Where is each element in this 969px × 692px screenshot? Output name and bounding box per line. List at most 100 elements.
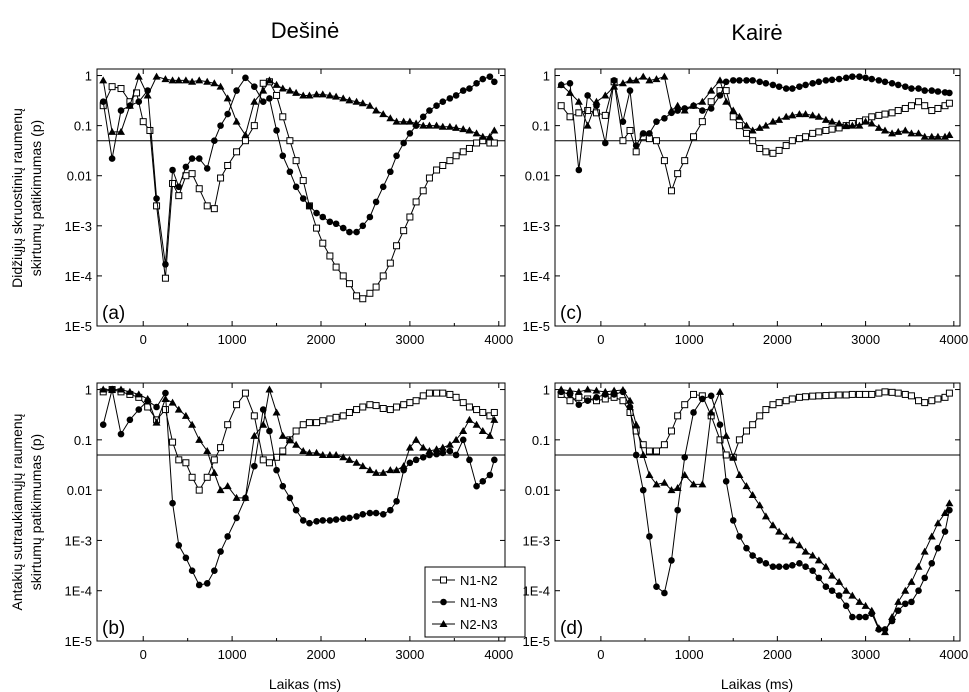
y-axis-title-top-line2: skirtumų patikimumas (p) <box>28 120 44 276</box>
data-point-n1-n2 <box>345 408 353 416</box>
data-point-n2-n3 <box>652 75 661 83</box>
data-point-n1-n3 <box>372 198 380 206</box>
data-point-n1-n3 <box>251 83 258 90</box>
x-tick-label: 1000 <box>218 647 247 662</box>
data-point-n1-n2 <box>210 205 218 213</box>
series-n2-n3 <box>557 385 954 636</box>
data-point-n1-n2 <box>372 283 380 291</box>
data-point-n2-n3 <box>933 132 942 140</box>
data-point-n1-n3 <box>135 406 143 413</box>
data-point-n2-n3 <box>305 448 314 456</box>
data-point-n1-n2 <box>292 427 300 435</box>
legend-label-n1-n3: N1-N3 <box>460 595 498 610</box>
panel-b: 0 1000 2000 3000 4000 1 0.1 0.01 1E-3 1E-4 1E-5 (b)… <box>65 382 526 662</box>
data-point-n2-n3 <box>814 556 823 564</box>
data-point-n1-n2 <box>273 91 281 99</box>
data-point-n2-n3 <box>490 126 499 134</box>
data-point-n1-n3 <box>809 567 816 574</box>
series-n1-n2 <box>99 78 498 303</box>
series-n2-n3 <box>557 72 954 140</box>
y-tick-label: 1 <box>85 383 92 398</box>
data-point-n1-n3 <box>313 518 320 525</box>
data-point-n1-n2 <box>690 390 698 398</box>
data-point-n1-n3 <box>716 92 724 99</box>
data-point-n1-n2 <box>188 170 196 178</box>
data-point-n1-n3 <box>668 557 675 564</box>
data-point-n2-n3 <box>117 385 125 393</box>
data-point-n2-n3 <box>459 426 468 434</box>
data-point-n1-n3 <box>242 74 249 82</box>
data-point-n2-n3 <box>472 420 481 428</box>
data-point-n2-n3 <box>432 121 441 129</box>
data-point-n1-n2 <box>862 390 870 398</box>
y-tick-label: 0.1 <box>532 119 550 134</box>
data-point-n2-n3 <box>161 75 170 83</box>
data-point-n1-n3 <box>699 107 706 114</box>
data-point-n2-n3 <box>445 122 454 130</box>
data-point-n1-n2 <box>490 139 498 147</box>
data-point-n1-n2 <box>379 272 387 280</box>
data-point-n2-n3 <box>933 519 942 527</box>
y-tick-label: 1E-4 <box>65 269 92 284</box>
y-tick-label: 1E-4 <box>523 269 550 284</box>
data-point-n1-n2 <box>332 413 340 421</box>
data-point-n2-n3 <box>722 431 731 439</box>
data-point-n1-n2 <box>822 126 830 134</box>
data-point-n1-n3 <box>835 592 843 599</box>
data-point-n1-n2 <box>888 109 896 117</box>
data-point-n1-n2 <box>901 104 909 112</box>
data-point-n1-n3 <box>491 456 498 464</box>
data-point-n1-n2 <box>619 397 627 405</box>
data-point-n1-n3 <box>782 563 790 571</box>
data-point-n1-n2 <box>674 412 682 420</box>
data-point-n1-n2 <box>146 126 154 134</box>
data-point-n1-n3 <box>632 451 640 459</box>
data-point-n1-n3 <box>195 155 203 162</box>
data-point-n1-n2 <box>406 213 414 221</box>
y-tick-label: 0.01 <box>67 169 92 184</box>
y-tick-label: 1E-4 <box>65 584 92 599</box>
data-point-n1-n3 <box>690 409 697 416</box>
data-point-n1-n2 <box>667 187 675 195</box>
data-point-n2-n3 <box>405 117 414 125</box>
data-point-n2-n3 <box>735 470 744 478</box>
data-point-n2-n3 <box>716 387 724 395</box>
data-point-n1-n2 <box>203 202 211 210</box>
data-point-n2-n3 <box>365 466 374 474</box>
data-point-n1-n2 <box>742 129 750 137</box>
data-point-n1-n2 <box>195 486 203 494</box>
y-axis-title-top-line1: Didžiųjų skruostinių raumenų <box>9 108 25 288</box>
data-point-n1-n2 <box>690 133 698 141</box>
data-point-n1-n2 <box>557 102 565 110</box>
data-point-n1-n3 <box>419 113 427 121</box>
data-point-n2-n3 <box>438 122 447 130</box>
data-point-n2-n3 <box>332 92 341 100</box>
y-tick-label: 0.01 <box>525 483 550 498</box>
series-n1-n2 <box>557 388 953 461</box>
data-point-n1-n3 <box>934 544 942 552</box>
data-point-n1-n3 <box>901 600 909 608</box>
data-point-n1-n3 <box>459 436 467 444</box>
data-point-n1-n2 <box>259 79 267 87</box>
data-point-n2-n3 <box>722 97 731 105</box>
data-point-n2-n3 <box>265 385 274 393</box>
data-point-n1-n3 <box>332 220 340 228</box>
data-point-n2-n3 <box>232 117 241 125</box>
data-point-n2-n3 <box>345 455 354 463</box>
data-point-n1-n3 <box>661 115 668 122</box>
data-point-n1-n3 <box>126 416 134 424</box>
data-point-n1-n2 <box>945 99 953 107</box>
data-point-n1-n2 <box>241 389 249 397</box>
data-point-n2-n3 <box>399 462 408 470</box>
data-point-n2-n3 <box>755 123 764 131</box>
data-point-n1-n3 <box>266 427 273 435</box>
data-point-n1-n2 <box>632 148 640 156</box>
data-point-n2-n3 <box>914 562 923 570</box>
data-point-n1-n3 <box>729 517 737 524</box>
data-point-n1-n2 <box>433 166 441 174</box>
data-point-n1-n3 <box>946 506 953 514</box>
data-point-n1-n2 <box>217 174 225 182</box>
data-point-n1-n3 <box>353 513 360 520</box>
data-point-n2-n3 <box>250 97 259 105</box>
